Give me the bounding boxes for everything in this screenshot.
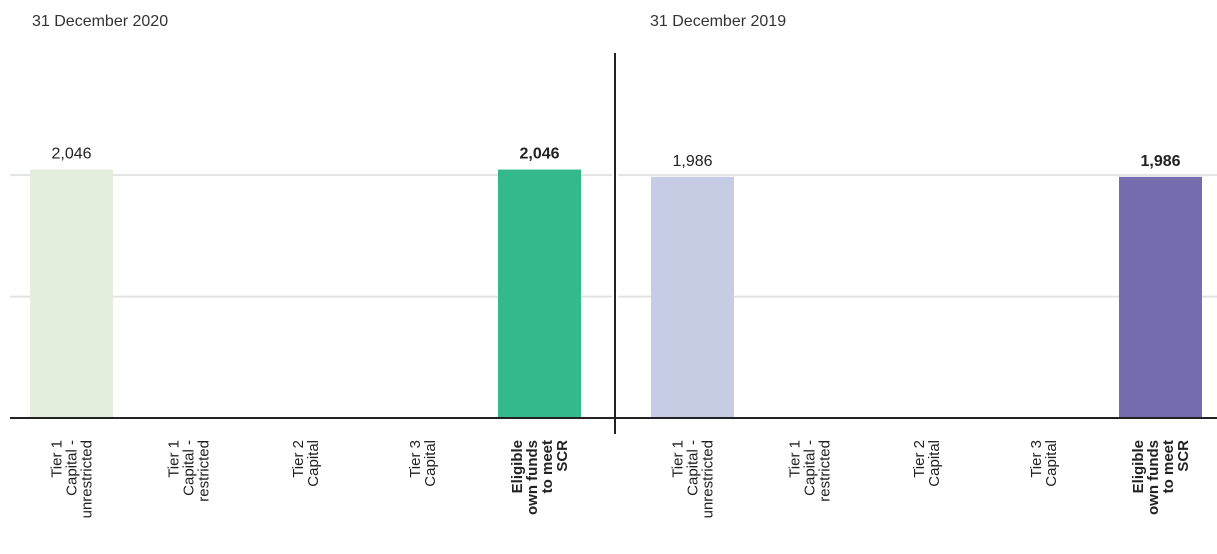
value-label-2020-0: 2,046 — [51, 146, 91, 163]
panel-2019: 31 December 2019 — [650, 13, 786, 30]
category-label-line: to meet — [539, 440, 556, 493]
category-label-line: Tier 2 — [911, 440, 928, 478]
category-label-line: Eligible — [1130, 440, 1147, 493]
category-label-line: Tier 2 — [290, 440, 307, 478]
category-label-line: Capital — [305, 440, 322, 487]
category-label-line: own funds — [524, 440, 541, 515]
category-label-line: restricted — [196, 440, 213, 502]
bar-2019-0 — [651, 176, 734, 418]
value-label-2019-0: 1,986 — [672, 153, 712, 170]
category-label-line: Tier 3 — [407, 440, 424, 478]
category-label-line: Capital - — [685, 440, 702, 496]
category-label-line: own funds — [1145, 440, 1162, 515]
category-label-line: to meet — [1160, 440, 1177, 493]
bar-2020-4 — [498, 169, 581, 418]
category-label-line: unrestricted — [700, 440, 717, 518]
bars — [30, 169, 1202, 418]
value-label-2020-4: 2,046 — [519, 146, 559, 163]
category-label-line: Tier 1 — [787, 440, 804, 478]
category-label-line: Tier 1 — [670, 440, 687, 478]
category-label-line: Capital - — [64, 440, 81, 496]
category-label-line: Tier 1 — [166, 440, 183, 478]
panel-title-2019: 31 December 2019 — [650, 13, 786, 30]
category-label-line: Capital — [1043, 440, 1060, 487]
category-label-line: restricted — [817, 440, 834, 502]
panel-title-2020: 31 December 2020 — [32, 13, 168, 30]
category-label-line: Capital - — [181, 440, 198, 496]
category-label-line: Capital — [422, 440, 439, 487]
bar-2019-4 — [1119, 176, 1202, 418]
category-label-line: Capital — [926, 440, 943, 487]
category-label-line: Eligible — [509, 440, 526, 493]
category-label-line: SCR — [1175, 440, 1192, 472]
category-label-line: SCR — [554, 440, 571, 472]
category-label-line: Capital - — [802, 440, 819, 496]
gridlines — [10, 174, 1217, 298]
bar-2020-0 — [30, 169, 113, 418]
category-label-line: Tier 1 — [49, 440, 66, 478]
value-labels: 2,046 2,046 1,986 1,986 — [51, 146, 1180, 170]
category-label-line: unrestricted — [79, 440, 96, 518]
panel-2020: 31 December 2020 — [32, 13, 168, 30]
value-label-2019-4: 1,986 — [1140, 153, 1180, 170]
category-label-line: Tier 3 — [1028, 440, 1045, 478]
